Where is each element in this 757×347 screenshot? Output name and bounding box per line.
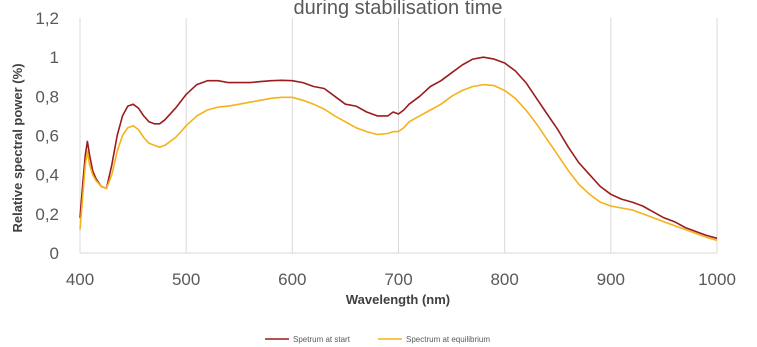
- legend-label-1: Spetrum at start: [293, 335, 351, 344]
- y-tick-label: 0,2: [35, 205, 59, 224]
- x-tick-label: 900: [597, 270, 625, 289]
- y-tick-label: 1,2: [35, 9, 59, 28]
- series-line-1: [79, 56, 718, 240]
- y-axis-ticks: 0 0,2 0,4 0,6 0,8 1 1,2: [35, 9, 59, 263]
- x-tick-label: 500: [172, 270, 200, 289]
- x-axis-ticks: 400 500 600 700 800 900 1000: [66, 270, 736, 289]
- chart-grid: [79, 18, 718, 253]
- x-tick-label: 1000: [698, 270, 736, 289]
- x-tick-label: 800: [490, 270, 518, 289]
- series-group: [79, 56, 718, 242]
- series-line-2: [79, 83, 718, 242]
- chart-legend: Spetrum at start Spectrum at equilibrium: [265, 335, 490, 344]
- legend-label-2: Spectrum at equilibrium: [406, 335, 490, 344]
- x-tick-label: 600: [278, 270, 306, 289]
- y-tick-label: 0,6: [35, 127, 59, 146]
- x-tick-label: 700: [384, 270, 412, 289]
- y-tick-label: 0,4: [35, 166, 59, 185]
- y-tick-label: 0,8: [35, 87, 59, 106]
- x-axis-label: Wavelength (nm): [346, 292, 450, 307]
- y-tick-label: 1: [50, 48, 59, 67]
- chart-title: during stabilisation time: [294, 0, 503, 19]
- y-axis-label: Relative spectral power (%): [10, 63, 25, 232]
- y-tick-label: 0: [50, 244, 59, 263]
- x-tick-label: 400: [66, 270, 94, 289]
